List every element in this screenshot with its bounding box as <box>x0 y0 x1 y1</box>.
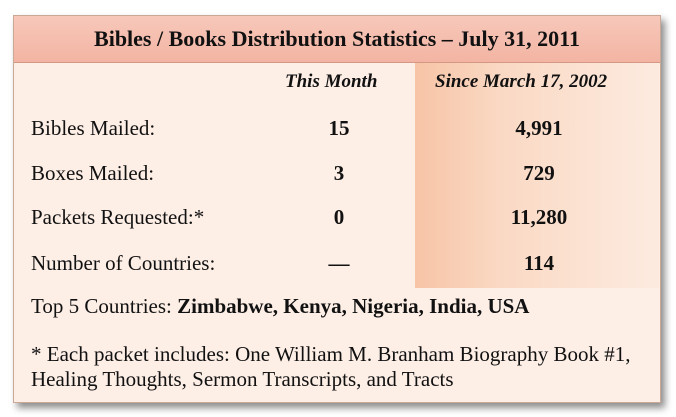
value-countries-this-month: — <box>328 251 350 275</box>
value-packets-since: 11,280 <box>510 205 568 229</box>
top-countries-list: Zimbabwe, Kenya, Nigeria, India, USA <box>177 294 530 318</box>
value-bibles-this-month: 15 <box>328 116 350 140</box>
value-countries-since: 114 <box>523 251 555 275</box>
row-label-bibles-mailed: Bibles Mailed: <box>31 116 156 140</box>
statistics-card: Bibles / Books Distribution Statistics –… <box>13 15 661 403</box>
value-bibles-since: 4,991 <box>515 116 563 140</box>
value-packets-this-month: 0 <box>333 205 345 229</box>
row-label-boxes-mailed: Boxes Mailed: <box>31 161 155 185</box>
column-header-since: Since March 17, 2002 <box>435 71 608 92</box>
top-countries-line: Top 5 Countries: Zimbabwe, Kenya, Nigeri… <box>31 294 529 319</box>
value-boxes-since: 729 <box>523 161 555 185</box>
since-column-highlight <box>415 63 660 288</box>
top-countries-label: Top 5 Countries: <box>31 294 172 318</box>
value-boxes-this-month: 3 <box>333 161 345 185</box>
row-label-packets-requested: Packets Requested:* <box>31 205 205 229</box>
packet-footnote: * Each packet includes: One William M. B… <box>31 342 631 391</box>
row-label-number-of-countries: Number of Countries: <box>31 251 216 275</box>
column-header-this-month: This Month <box>285 71 378 92</box>
card-title: Bibles / Books Distribution Statistics –… <box>14 16 660 63</box>
